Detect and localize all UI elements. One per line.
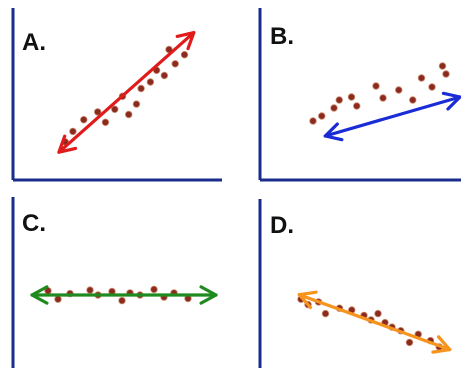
panel-b-point [330,104,338,112]
panel-b-point [318,112,326,120]
panel-c-point [150,285,158,294]
panel-b-point [335,96,343,104]
panel-a-point [80,115,88,124]
panel-a-point [93,108,102,116]
panel-b-trend-arrow [323,95,461,138]
panel-b-arrowhead-start [323,122,344,142]
panel-b-point [353,102,361,110]
panel-c-arrowhead-start [30,285,49,305]
panel-b-point [417,74,426,82]
panel-b-arrowhead-end [441,91,461,111]
panel-b-axes [258,8,461,182]
panel-c-plot [30,285,218,305]
panel-d-point [405,338,414,347]
panel-b-point [428,83,436,91]
panel-b-point [372,82,380,90]
panel-a-trend-arrow [57,30,196,154]
panel-a-point [137,84,145,93]
panel-a-point [101,118,110,126]
panel-d-point [374,309,382,318]
panel-a: A. [11,8,222,182]
panel-c: C. [11,197,218,368]
panel-a-point [111,105,119,113]
panel-b-point [409,96,417,104]
panel-c-point [54,295,62,303]
panel-d-arrowhead-start [297,290,318,310]
panel-d-arrowhead-end [431,335,452,354]
panel-b-point [347,93,356,101]
panel-a-axes [11,8,222,182]
panel-d-trend-arrow [297,293,452,352]
panel-a-point [160,71,169,80]
panel-c-arrowhead-end [199,285,218,305]
panel-a-arrowhead-start [57,134,78,154]
panel-b-point [379,94,387,102]
panel-b-point [309,117,317,125]
panel-a-point [180,51,189,59]
panel-d-label: D. [270,212,294,239]
panel-d-point [321,309,330,318]
panel-a-plot [57,30,196,154]
panel-a-point [171,60,179,68]
panel-d-plot [297,290,452,354]
panel-b-point [395,86,403,94]
panel-b: B. [258,8,461,182]
panel-a-point [146,78,155,86]
panel-a-point [124,110,133,119]
panel-a-label: A. [22,29,46,56]
panel-b-label: B. [270,23,294,50]
panel-c-label: C. [22,210,46,237]
panel-a-point [69,127,77,136]
panel-a-point [132,100,141,108]
panel-d: D. [258,199,452,368]
panel-a-arrowhead-end [175,30,196,51]
panel-b-point [442,70,450,78]
panel-b-plot [309,62,461,142]
panel-c-point [118,296,126,305]
panel-b-point [438,62,447,70]
panel-c-point [86,286,94,294]
